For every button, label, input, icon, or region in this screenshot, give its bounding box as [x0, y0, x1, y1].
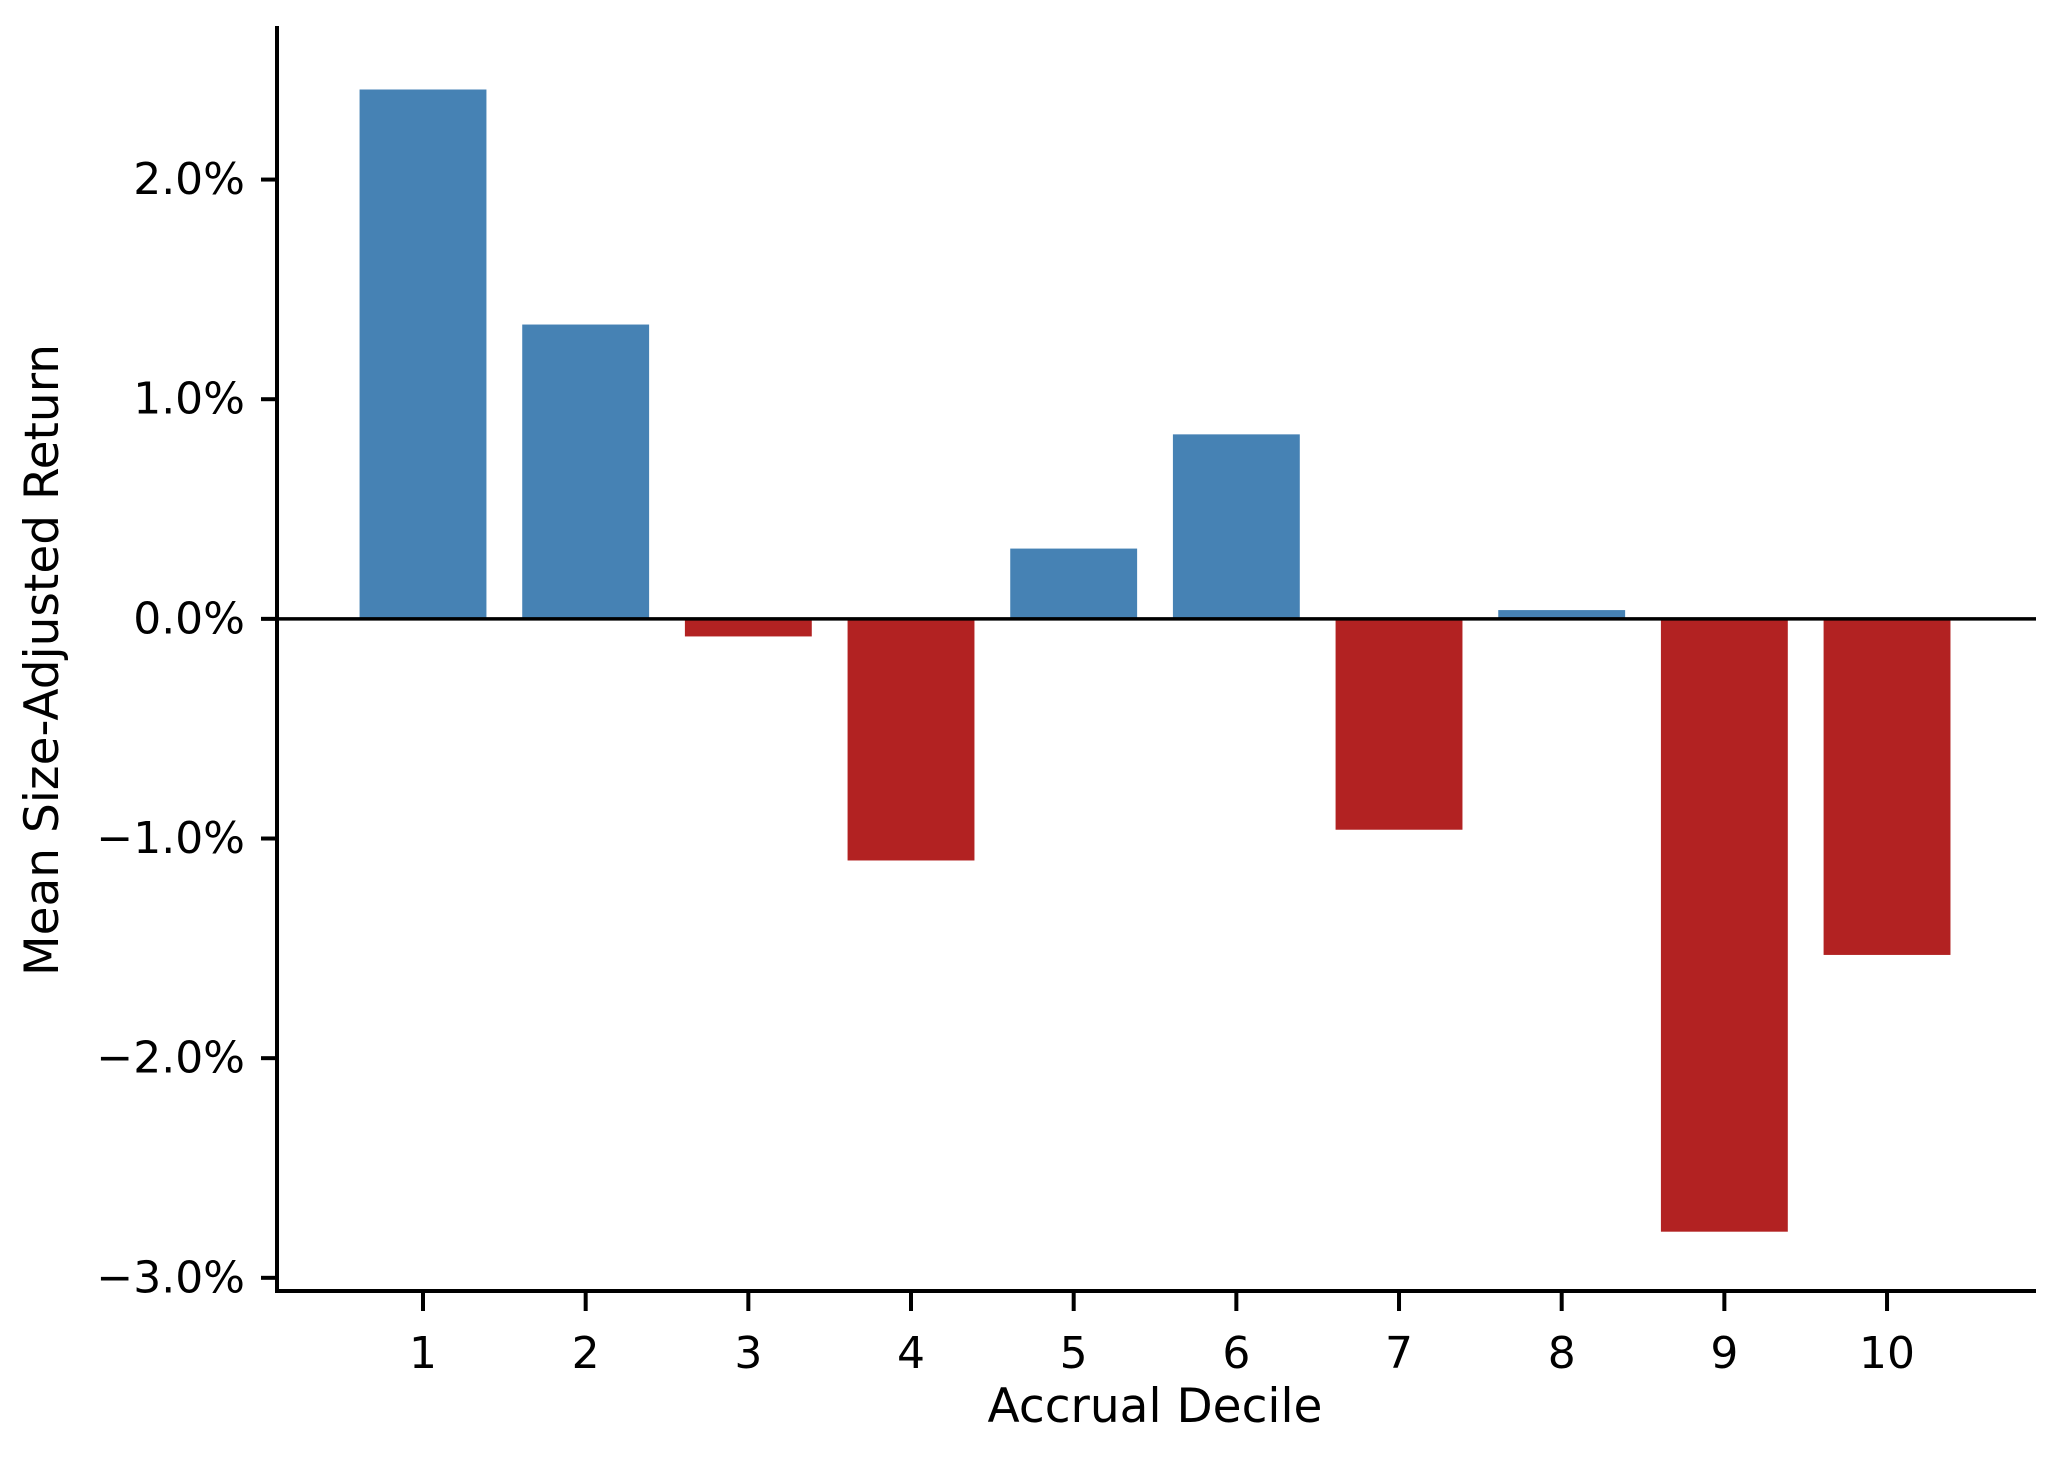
x-axis-label: Accrual Decile: [988, 1379, 1323, 1434]
bar-decile-3: [684, 618, 812, 637]
y-tick-label: 2.0%: [133, 154, 245, 205]
x-tick-label: 7: [1385, 1328, 1413, 1379]
x-tick-label: 10: [1859, 1328, 1915, 1379]
bar-decile-10: [1823, 618, 1951, 955]
bar-decile-9: [1660, 618, 1788, 1232]
bar-decile-5: [1010, 548, 1138, 619]
bar-decile-6: [1172, 434, 1300, 619]
x-tick-label: 8: [1548, 1328, 1576, 1379]
x-tick-label: 9: [1710, 1328, 1738, 1379]
y-tick-label: −3.0%: [96, 1252, 245, 1303]
axes-layer: 2.0% 1.0% 0.0% −1.0% −2.0% −3.0% 1 2 3 4 5 6 7 8 9 10: [96, 26, 2036, 1379]
y-tick-label: 1.0%: [133, 374, 245, 425]
x-tick-label: 6: [1222, 1328, 1250, 1379]
bar-decile-1: [359, 89, 487, 619]
y-tick-label: −2.0%: [96, 1033, 245, 1084]
bar-decile-7: [1335, 618, 1463, 830]
bars-layer: [359, 89, 1951, 1232]
bar-decile-4: [847, 618, 975, 861]
bar-decile-8: [1498, 610, 1626, 619]
x-tick-label: 4: [897, 1328, 925, 1379]
x-tick-label: 3: [734, 1328, 762, 1379]
y-axis-label: Mean Size-Adjusted Return: [15, 344, 70, 976]
bar-decile-2: [522, 324, 650, 619]
x-tick-label: 1: [409, 1328, 437, 1379]
y-tick-label: −1.0%: [96, 813, 245, 864]
x-tick-label: 2: [572, 1328, 600, 1379]
y-tick-label: 0.0%: [133, 593, 245, 644]
x-tick-label: 5: [1060, 1328, 1088, 1379]
